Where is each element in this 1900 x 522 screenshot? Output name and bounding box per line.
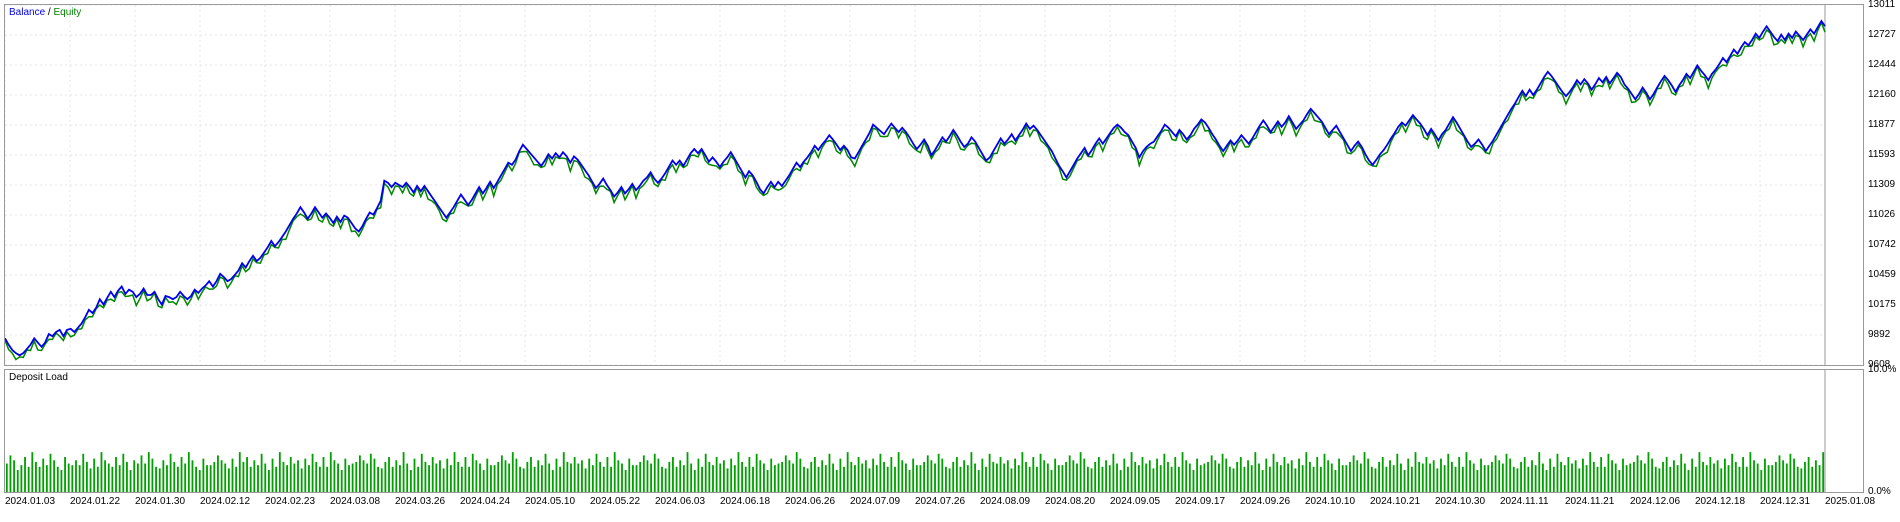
y-axis-tick-label: 11026	[1868, 209, 1895, 220]
deposit-load-svg	[5, 370, 1863, 492]
y-axis-tick-label: 10175	[1868, 299, 1896, 310]
legend-balance-text: Balance	[9, 7, 45, 18]
x-axis-tick-label: 2024.01.22	[70, 496, 120, 507]
main-chart-svg	[5, 5, 1863, 365]
y-axis-tick-label: 13011	[1868, 0, 1895, 10]
y-axis-tick-label: 10459	[1868, 269, 1896, 280]
x-axis-tick-label: 2024.02.12	[200, 496, 250, 507]
chart-container: Balance / Equity Deposit Load 9608989210…	[0, 0, 1900, 522]
y-axis-tick-label: 10742	[1868, 239, 1896, 250]
x-axis-tick-label: 2024.06.18	[720, 496, 770, 507]
y-axis-tick-label: 9892	[1868, 329, 1890, 340]
x-axis-tick-label: 2024.09.05	[1110, 496, 1160, 507]
x-axis-tick-label: 2024.12.18	[1695, 496, 1745, 507]
x-axis-tick-label: 2024.04.24	[460, 496, 510, 507]
deposit-load-label: Deposit Load	[9, 372, 68, 383]
main-grid	[5, 5, 1825, 365]
y-axis-tick-label: 12444	[1868, 59, 1896, 70]
deposit-load-panel: Deposit Load	[4, 369, 1864, 493]
x-axis-tick-label: 2024.06.26	[785, 496, 835, 507]
x-axis-tick-label: 2024.10.30	[1435, 496, 1485, 507]
x-axis-tick-label: 2024.09.26	[1240, 496, 1290, 507]
x-axis-tick-label: 2024.06.03	[655, 496, 705, 507]
x-axis-tick-label: 2024.10.10	[1305, 496, 1355, 507]
x-axis-tick-label: 2024.11.11	[1500, 496, 1549, 507]
y-axis-tick-label: 12160	[1868, 89, 1896, 100]
x-axis-tick-label: 2024.02.23	[265, 496, 315, 507]
x-axis-tick-label: 2024.07.09	[850, 496, 900, 507]
main-chart-panel: Balance / Equity	[4, 4, 1864, 366]
y-axis-tick-label: 12727	[1868, 29, 1896, 40]
deposit-load-bars	[6, 452, 1824, 492]
x-axis-tick-label: 2024.01.03	[5, 496, 55, 507]
x-axis-tick-label: 2024.08.09	[980, 496, 1030, 507]
x-axis-tick-label: 2024.12.06	[1630, 496, 1680, 507]
y-axis-tick-label: 11593	[1868, 149, 1895, 160]
x-axis-tick-label: 2024.07.26	[915, 496, 965, 507]
x-axis-tick-label: 2024.08.20	[1045, 496, 1095, 507]
x-axis-tick-label: 2024.03.26	[395, 496, 445, 507]
y-axis-sub-tick-label: 10.0%	[1868, 364, 1896, 375]
x-axis-tick-label: 2024.05.10	[525, 496, 575, 507]
x-axis-tick-label: 2025.01.08	[1825, 496, 1875, 507]
x-axis-tick-label: 2024.01.30	[135, 496, 185, 507]
main-legend: Balance / Equity	[9, 7, 81, 18]
x-axis-tick-label: 2024.03.08	[330, 496, 380, 507]
x-axis-tick-label: 2024.12.31	[1760, 496, 1810, 507]
x-axis-tick-label: 2024.10.21	[1370, 496, 1420, 507]
x-axis-tick-label: 2024.05.22	[590, 496, 640, 507]
y-axis-tick-label: 11877	[1868, 119, 1895, 130]
y-axis-tick-label: 11309	[1868, 179, 1895, 190]
x-axis-tick-label: 2024.11.21	[1565, 496, 1614, 507]
x-axis-tick-label: 2024.09.17	[1175, 496, 1225, 507]
legend-equity-text: Equity	[53, 7, 81, 18]
